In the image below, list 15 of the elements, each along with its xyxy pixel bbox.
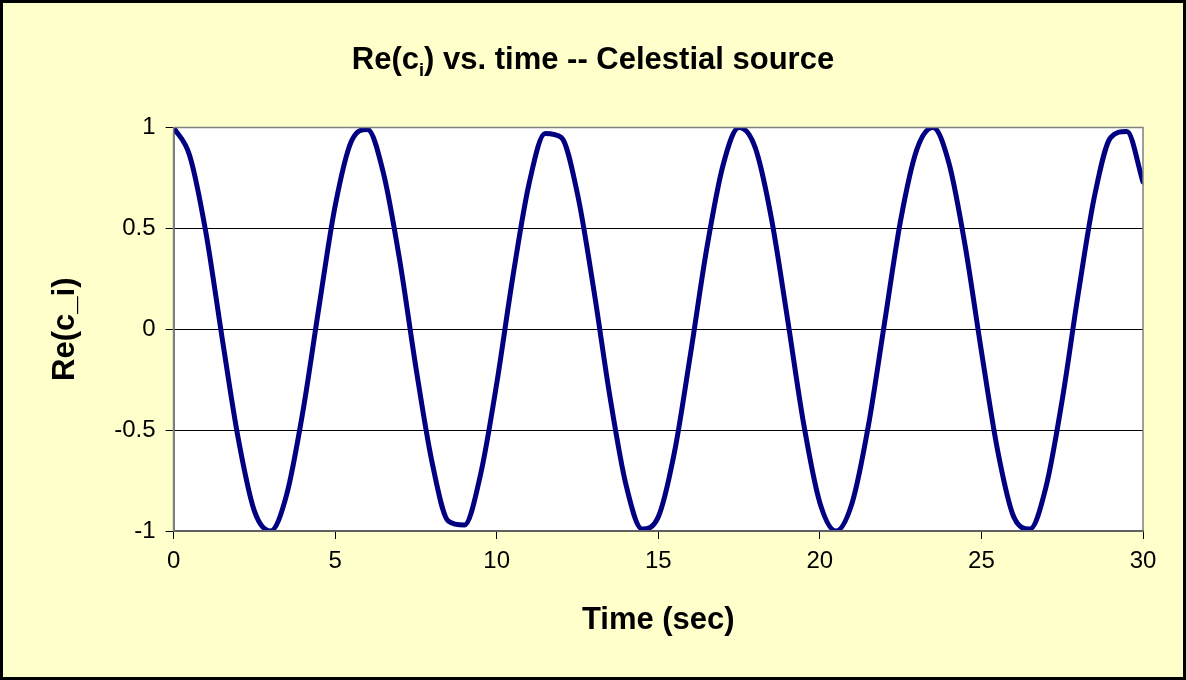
x-tick-label: 0 — [166, 546, 181, 574]
x-tick-label: 5 — [328, 546, 342, 574]
x-tick-label: 30 — [1129, 546, 1157, 574]
x-tick-label: 10 — [483, 546, 511, 574]
y-tick-label: 0.5 — [122, 212, 156, 240]
x-tick-label: 20 — [806, 546, 834, 574]
x-axis-title: Time (sec) — [581, 600, 735, 636]
y-tick-label: -1 — [134, 515, 156, 543]
y-axis-title: Re(c_i) — [46, 277, 82, 381]
x-tick-label: 15 — [644, 546, 672, 574]
y-tick-label: 1 — [142, 112, 156, 140]
x-tick-label: 25 — [968, 546, 995, 574]
y-tick-label: 0 — [142, 313, 156, 341]
y-tick-label: -0.5 — [114, 414, 156, 442]
chart-title: Re(c$_{i}$) vs. time -- Celestial source — [350, 41, 836, 82]
